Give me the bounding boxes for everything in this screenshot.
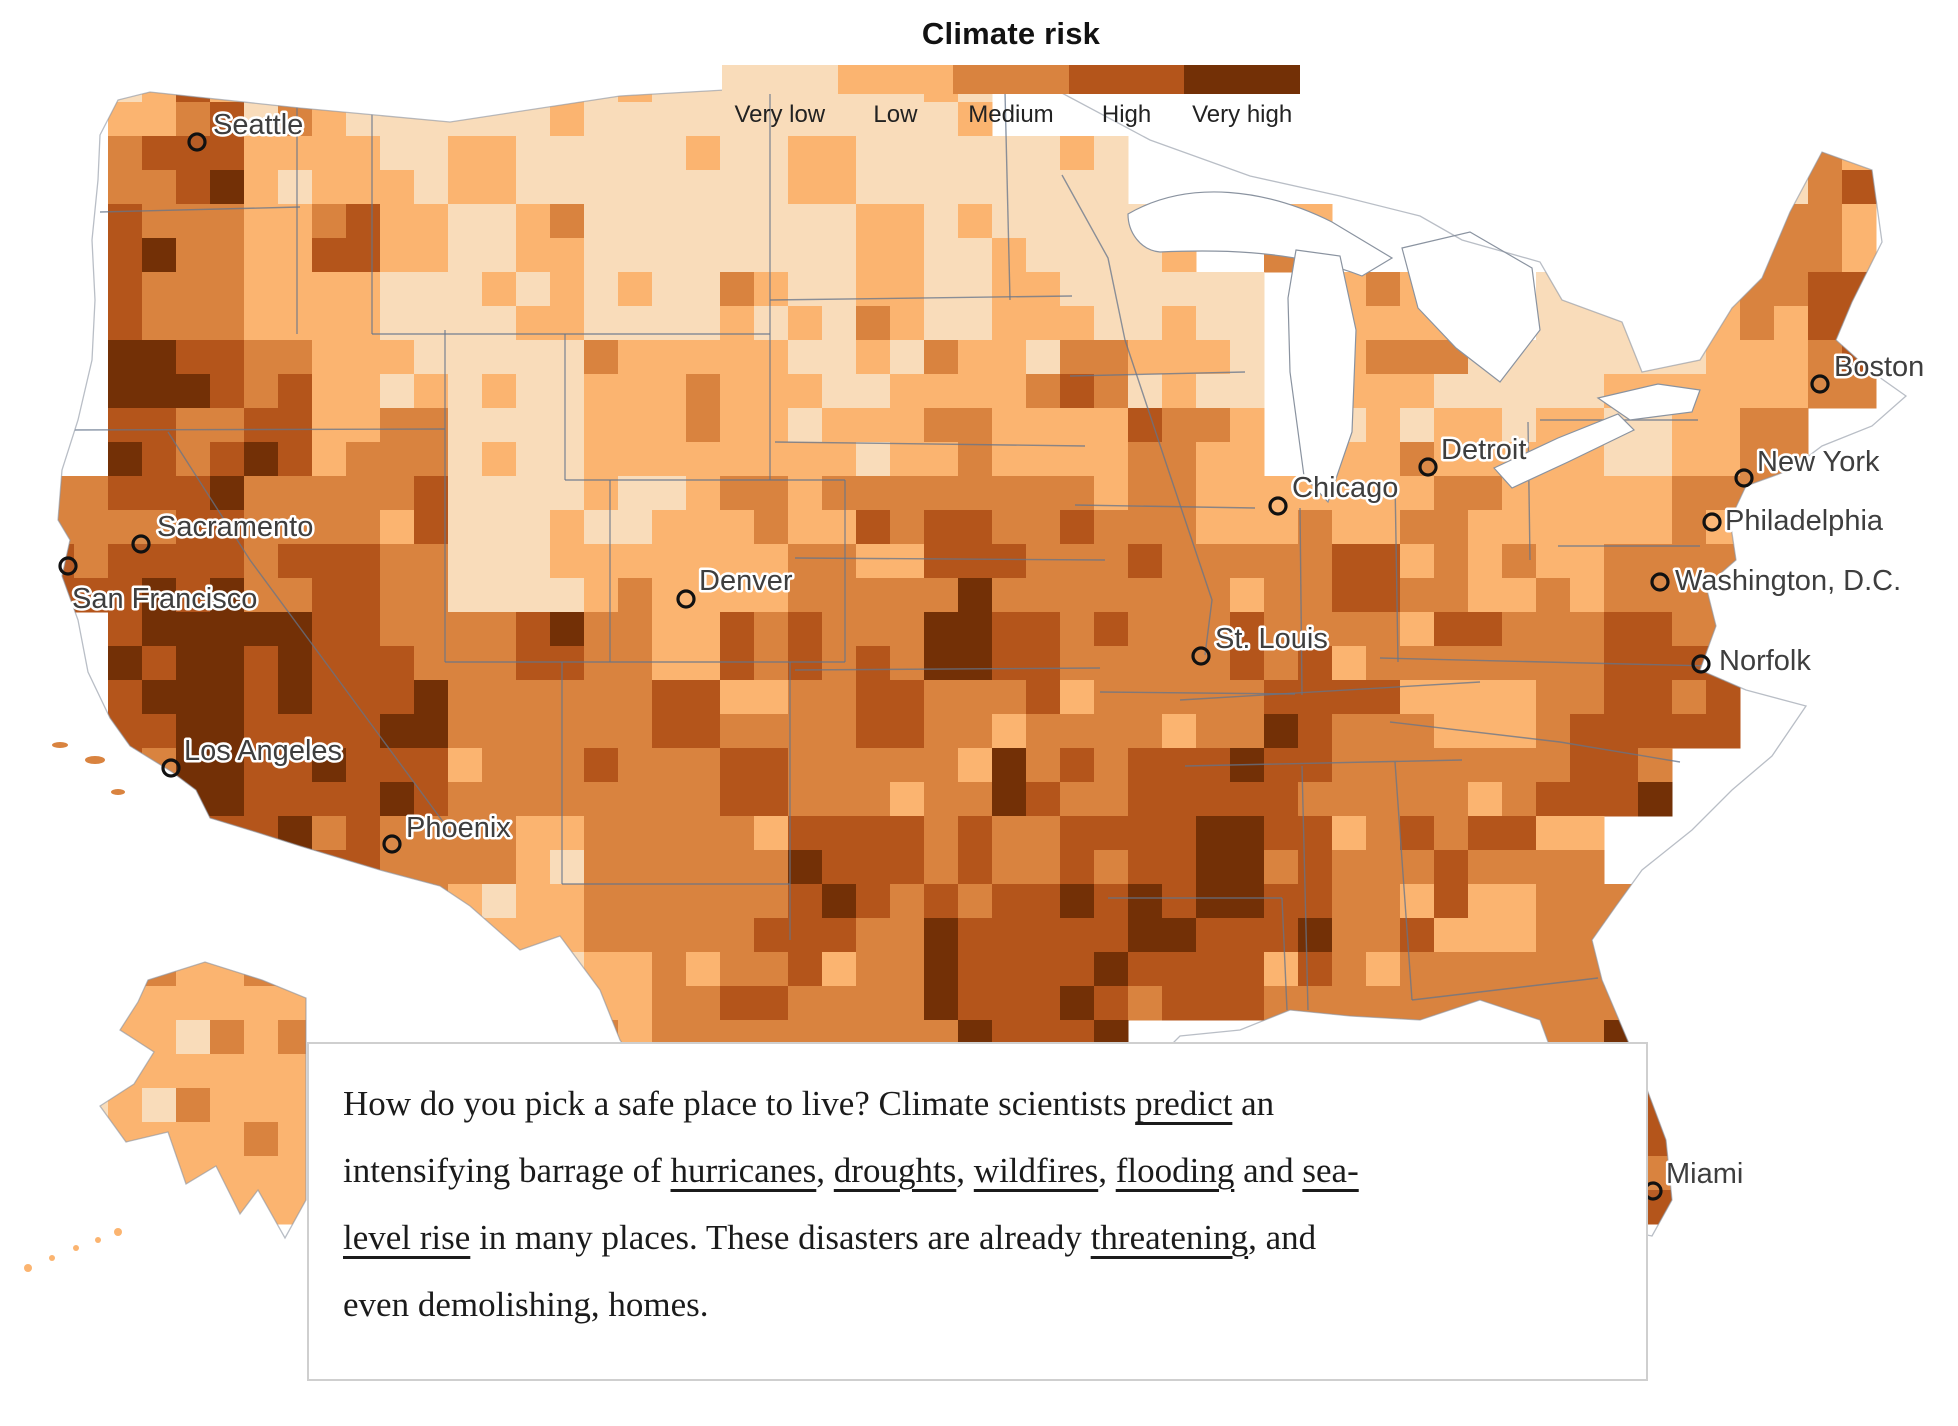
city-label-miami: Miami [1666, 1158, 1743, 1190]
caption-text-segment: and [1234, 1151, 1303, 1190]
caption-link-predict[interactable]: predict [1135, 1084, 1233, 1123]
city-marker-san-francisco [58, 556, 78, 576]
caption-text-segment: , [1098, 1151, 1116, 1190]
caption-link-threatening[interactable]: threatening [1090, 1218, 1249, 1257]
caption-link-droughts[interactable]: droughts [833, 1151, 957, 1190]
city-marker-denver [676, 589, 696, 609]
legend: Climate risk Very low Low Medium High Very h… [722, 16, 1300, 129]
city-marker-seattle [187, 132, 207, 152]
legend-title: Climate risk [921, 16, 1101, 51]
legend-label-low: Low [873, 101, 918, 128]
caption-text-segment: How do you pick a safe place to live? Cl… [343, 1084, 1136, 1123]
city-marker-washington-d-c [1650, 572, 1670, 592]
great-lakes [1127, 191, 1701, 504]
legend-swatch-low [837, 65, 954, 94]
city-label-washington-d-c: Washington, D.C. [1675, 565, 1901, 597]
caption-text-segment: in many places. These disasters are alre… [470, 1218, 1091, 1257]
city-label-norfolk: Norfolk [1719, 645, 1811, 677]
city-marker-phoenix [382, 834, 402, 854]
city-markers: Seattle Sacramento San Francisco Los Angele… [58, 107, 1927, 1201]
city-label-los-angeles: Los Angeles [184, 735, 342, 767]
city-label-phoenix: Phoenix [406, 812, 511, 844]
legend-color-bar [722, 65, 1300, 94]
legend-swatch-medium [953, 65, 1069, 94]
legend-label-high: High [1101, 101, 1152, 128]
lake-michigan-shape [1287, 249, 1357, 504]
city-marker-philadelphia [1702, 512, 1722, 532]
city-label-new-york: New York [1757, 446, 1880, 478]
city-label-seattle: Seattle [213, 109, 303, 141]
city-marker-detroit [1418, 457, 1438, 477]
caption-link-wildfires[interactable]: wildfires [973, 1151, 1099, 1190]
city-marker-chicago [1268, 496, 1288, 516]
legend-swatch-very-low [722, 65, 838, 94]
legend-label-very-high: Very high [1192, 101, 1293, 128]
city-label-denver: Denver [699, 565, 793, 597]
lake-huron-shape [1401, 231, 1541, 383]
city-marker-st-louis [1191, 646, 1211, 666]
city-label-philadelphia: Philadelphia [1725, 505, 1884, 537]
legend-swatch-high [1068, 65, 1185, 94]
city-label-detroit: Detroit [1441, 434, 1526, 466]
city-label-chicago: Chicago [1292, 472, 1398, 504]
caption-link-hurricanes[interactable]: hurricanes [670, 1151, 817, 1190]
legend-label-medium: Medium [968, 101, 1054, 128]
state-borders [61, 90, 1791, 1011]
caption-link-level-rise[interactable]: level rise [343, 1218, 471, 1257]
city-label-boston: Boston [1834, 351, 1924, 383]
city-label-st-louis: St. Louis [1215, 623, 1328, 655]
offshore-islands [24, 742, 125, 1272]
city-marker-boston [1810, 374, 1830, 394]
city-label-san-francisco: San Francisco [72, 583, 257, 615]
caption-text-segment: , [816, 1151, 834, 1190]
caption-box: How do you pick a safe place to live? Cl… [307, 1042, 1648, 1381]
caption-text: How do you pick a safe place to live? Cl… [343, 1070, 1618, 1338]
legend-label-very-low: Very low [734, 101, 826, 128]
caption-text-segment: intensifying barrage of [343, 1151, 671, 1190]
caption-text-segment: , [956, 1151, 974, 1190]
caption-text-segment: an [1232, 1084, 1275, 1123]
city-label-sacramento: Sacramento [157, 511, 313, 543]
city-marker-norfolk [1691, 654, 1711, 674]
coastline [57, 77, 1908, 1245]
city-marker-los-angeles [161, 758, 181, 778]
city-marker-sacramento [131, 534, 151, 554]
caption-text-segment: , and [1248, 1218, 1317, 1257]
city-marker-new-york [1734, 468, 1754, 488]
legend-labels: Very low Low Medium High Very high [722, 101, 1300, 129]
lake-erie-shape [1493, 413, 1636, 489]
lake-ontario-shape [1596, 383, 1701, 421]
legend-swatch-very-high [1184, 65, 1300, 94]
caption-link-flooding[interactable]: flooding [1115, 1151, 1235, 1190]
caption-link-sea[interactable]: sea- [1302, 1151, 1359, 1190]
caption-text-segment: even demolishing, homes. [343, 1285, 709, 1324]
